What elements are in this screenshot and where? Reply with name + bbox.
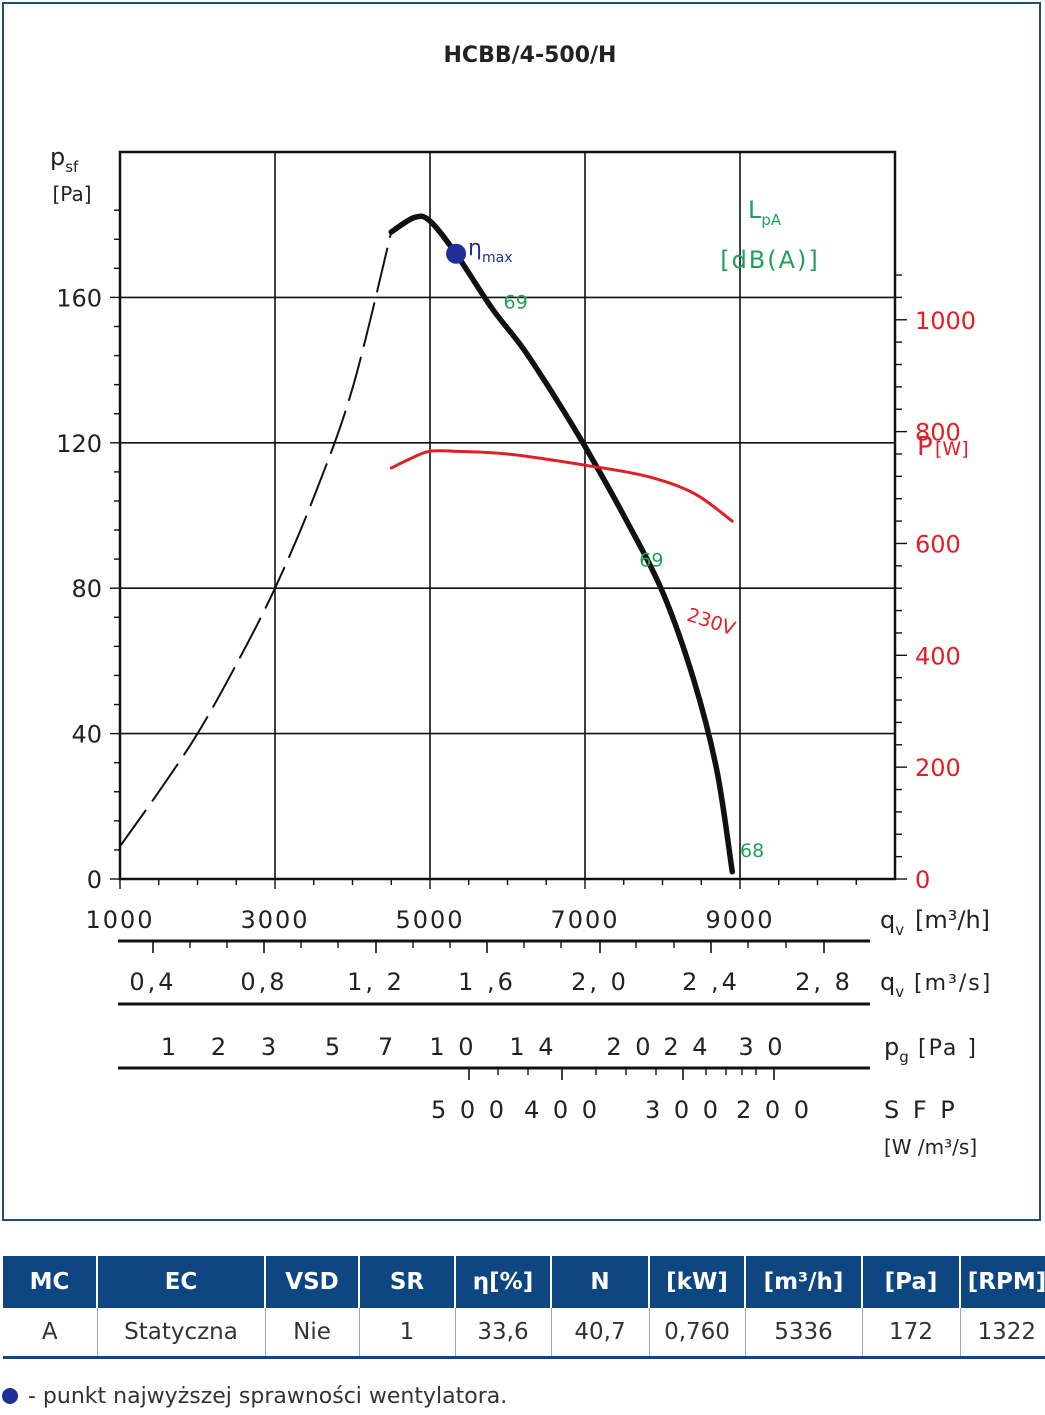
scale-tick-label: 1 4	[509, 1033, 556, 1061]
right-axis-label: P	[917, 432, 933, 462]
right-axis-unit: [W]	[935, 438, 969, 460]
footnote: - punkt najwyższej sprawności wentylator…	[2, 1384, 507, 1409]
table-cell: 33,6	[455, 1308, 552, 1359]
table-cell: Statyczna	[97, 1308, 266, 1359]
y-tick-label: 120	[56, 430, 102, 458]
scale-tick-label: 3 0 0	[645, 1096, 721, 1124]
eta-max-label: ηmax	[468, 236, 512, 266]
column-header: N	[551, 1256, 650, 1308]
scale-unit: [m³/s]	[914, 971, 992, 996]
scale-tick-label: 3	[261, 1033, 279, 1061]
column-header: [m³/h]	[745, 1256, 863, 1308]
x-tick-label: 7000	[550, 906, 619, 934]
lpa-label: LpA	[748, 196, 782, 229]
x-tick-label: 5000	[395, 906, 464, 934]
table-cell: 0,760	[649, 1308, 746, 1359]
scale-tick-label: 2	[211, 1033, 229, 1061]
table-cell: 40,7	[551, 1308, 650, 1359]
x-axis-unit: [m³/h]	[915, 906, 990, 934]
scale-tick-label: 1 ,6	[458, 968, 516, 996]
y-tick-label: 0	[87, 866, 102, 894]
power-curve	[389, 449, 734, 523]
column-header: VSD	[265, 1256, 360, 1308]
x-axis-label: qv	[880, 906, 904, 939]
column-header: MC	[3, 1256, 98, 1308]
noise-value-label: 69	[504, 291, 528, 313]
footnote-text: - punkt najwyższej sprawności wentylator…	[28, 1384, 508, 1409]
right-y-tick-label: 800	[915, 419, 961, 447]
scale-tick-label: 4 0 0	[524, 1096, 600, 1124]
scale-unit: [W /m³/s]	[884, 1135, 977, 1159]
chart-title: HCBB/4-500/H	[444, 43, 617, 68]
y-tick-label: 80	[71, 575, 102, 603]
pressure-curve-unstable	[119, 230, 393, 848]
y-axis-unit: [Pa]	[52, 182, 91, 206]
pressure-curve	[388, 213, 735, 875]
scale-label: pg	[884, 1033, 909, 1066]
table-cell: A	[3, 1308, 98, 1359]
scale-tick-label: 2 0	[606, 1033, 653, 1061]
scale-label: qv	[880, 968, 904, 1001]
eta-max-dot-icon	[2, 1388, 18, 1404]
scale-tick-label: 2, 0	[571, 968, 629, 996]
chart-frame	[2, 2, 1041, 1221]
series-label: 230V	[684, 604, 738, 640]
right-y-tick-label: 600	[915, 530, 961, 558]
column-header: [kW]	[649, 1256, 746, 1308]
noise-value-label: 68	[740, 840, 764, 862]
table-cell: 172	[862, 1308, 961, 1359]
spec-table: MC EC VSD SR η[%] N [kW] [m³/h] [Pa] [RPM] A Staty…	[3, 1256, 1045, 1359]
table-cell: 5336	[745, 1308, 863, 1359]
lpa-unit: [dB(A)]	[720, 246, 820, 274]
scale-tick-label: 5 0 0	[431, 1096, 507, 1124]
scale-tick-label: 1	[161, 1033, 179, 1061]
y-tick-label: 40	[71, 721, 102, 749]
spec-table-header: MC EC VSD SR η[%] N [kW] [m³/h] [Pa] [RPM]	[3, 1256, 1045, 1308]
scale-label: S F P	[884, 1096, 958, 1124]
right-y-tick-label: 200	[915, 754, 961, 782]
y-tick-label: 160	[56, 284, 102, 312]
scale-tick-label: 2 ,4	[682, 968, 740, 996]
scale-tick-label: 0,4	[129, 968, 176, 996]
x-tick-label: 3000	[240, 906, 309, 934]
eta-max-point	[446, 243, 467, 264]
scale-tick-label: 1 0	[429, 1033, 476, 1061]
scale-unit: [Pa ]	[918, 1036, 978, 1061]
scale-tick-label: 3 0	[738, 1033, 785, 1061]
column-header: η[%]	[455, 1256, 552, 1308]
scale-tick-label: 2, 8	[795, 968, 853, 996]
column-header: [Pa]	[862, 1256, 961, 1308]
column-header: [RPM]	[960, 1256, 1045, 1308]
fan-performance-chart: HCBB/4-500/H 0 40 80 120 160 psf [Pa] 0 200 400 600…	[50, 43, 992, 1159]
scale-tick-label: 0,8	[240, 968, 287, 996]
scale-tick-label: 2 4	[663, 1033, 710, 1061]
column-header: SR	[359, 1256, 456, 1308]
table-cell: Nie	[265, 1308, 360, 1359]
scale-tick-label: 1, 2	[347, 968, 405, 996]
x-tick-label: 1000	[85, 906, 154, 934]
scale-tick-label: 5	[325, 1033, 343, 1061]
x-tick-label: 9000	[705, 906, 774, 934]
right-y-tick-label: 400	[915, 642, 961, 670]
scale-tick-label: 7	[378, 1033, 396, 1061]
scale-tick-label: 2 0 0	[736, 1096, 812, 1124]
right-y-tick-label: 1000	[915, 307, 976, 335]
y-axis-label: psf	[50, 143, 79, 176]
table-row: A Statyczna Nie 1 33,6 40,7 0,760 5336 172 1322	[3, 1308, 1045, 1359]
column-header: EC	[97, 1256, 266, 1308]
table-cell: 1	[359, 1308, 456, 1359]
noise-value-label: 69	[639, 549, 663, 571]
right-y-tick-label: 0	[915, 866, 930, 894]
table-cell: 1322	[960, 1308, 1045, 1359]
